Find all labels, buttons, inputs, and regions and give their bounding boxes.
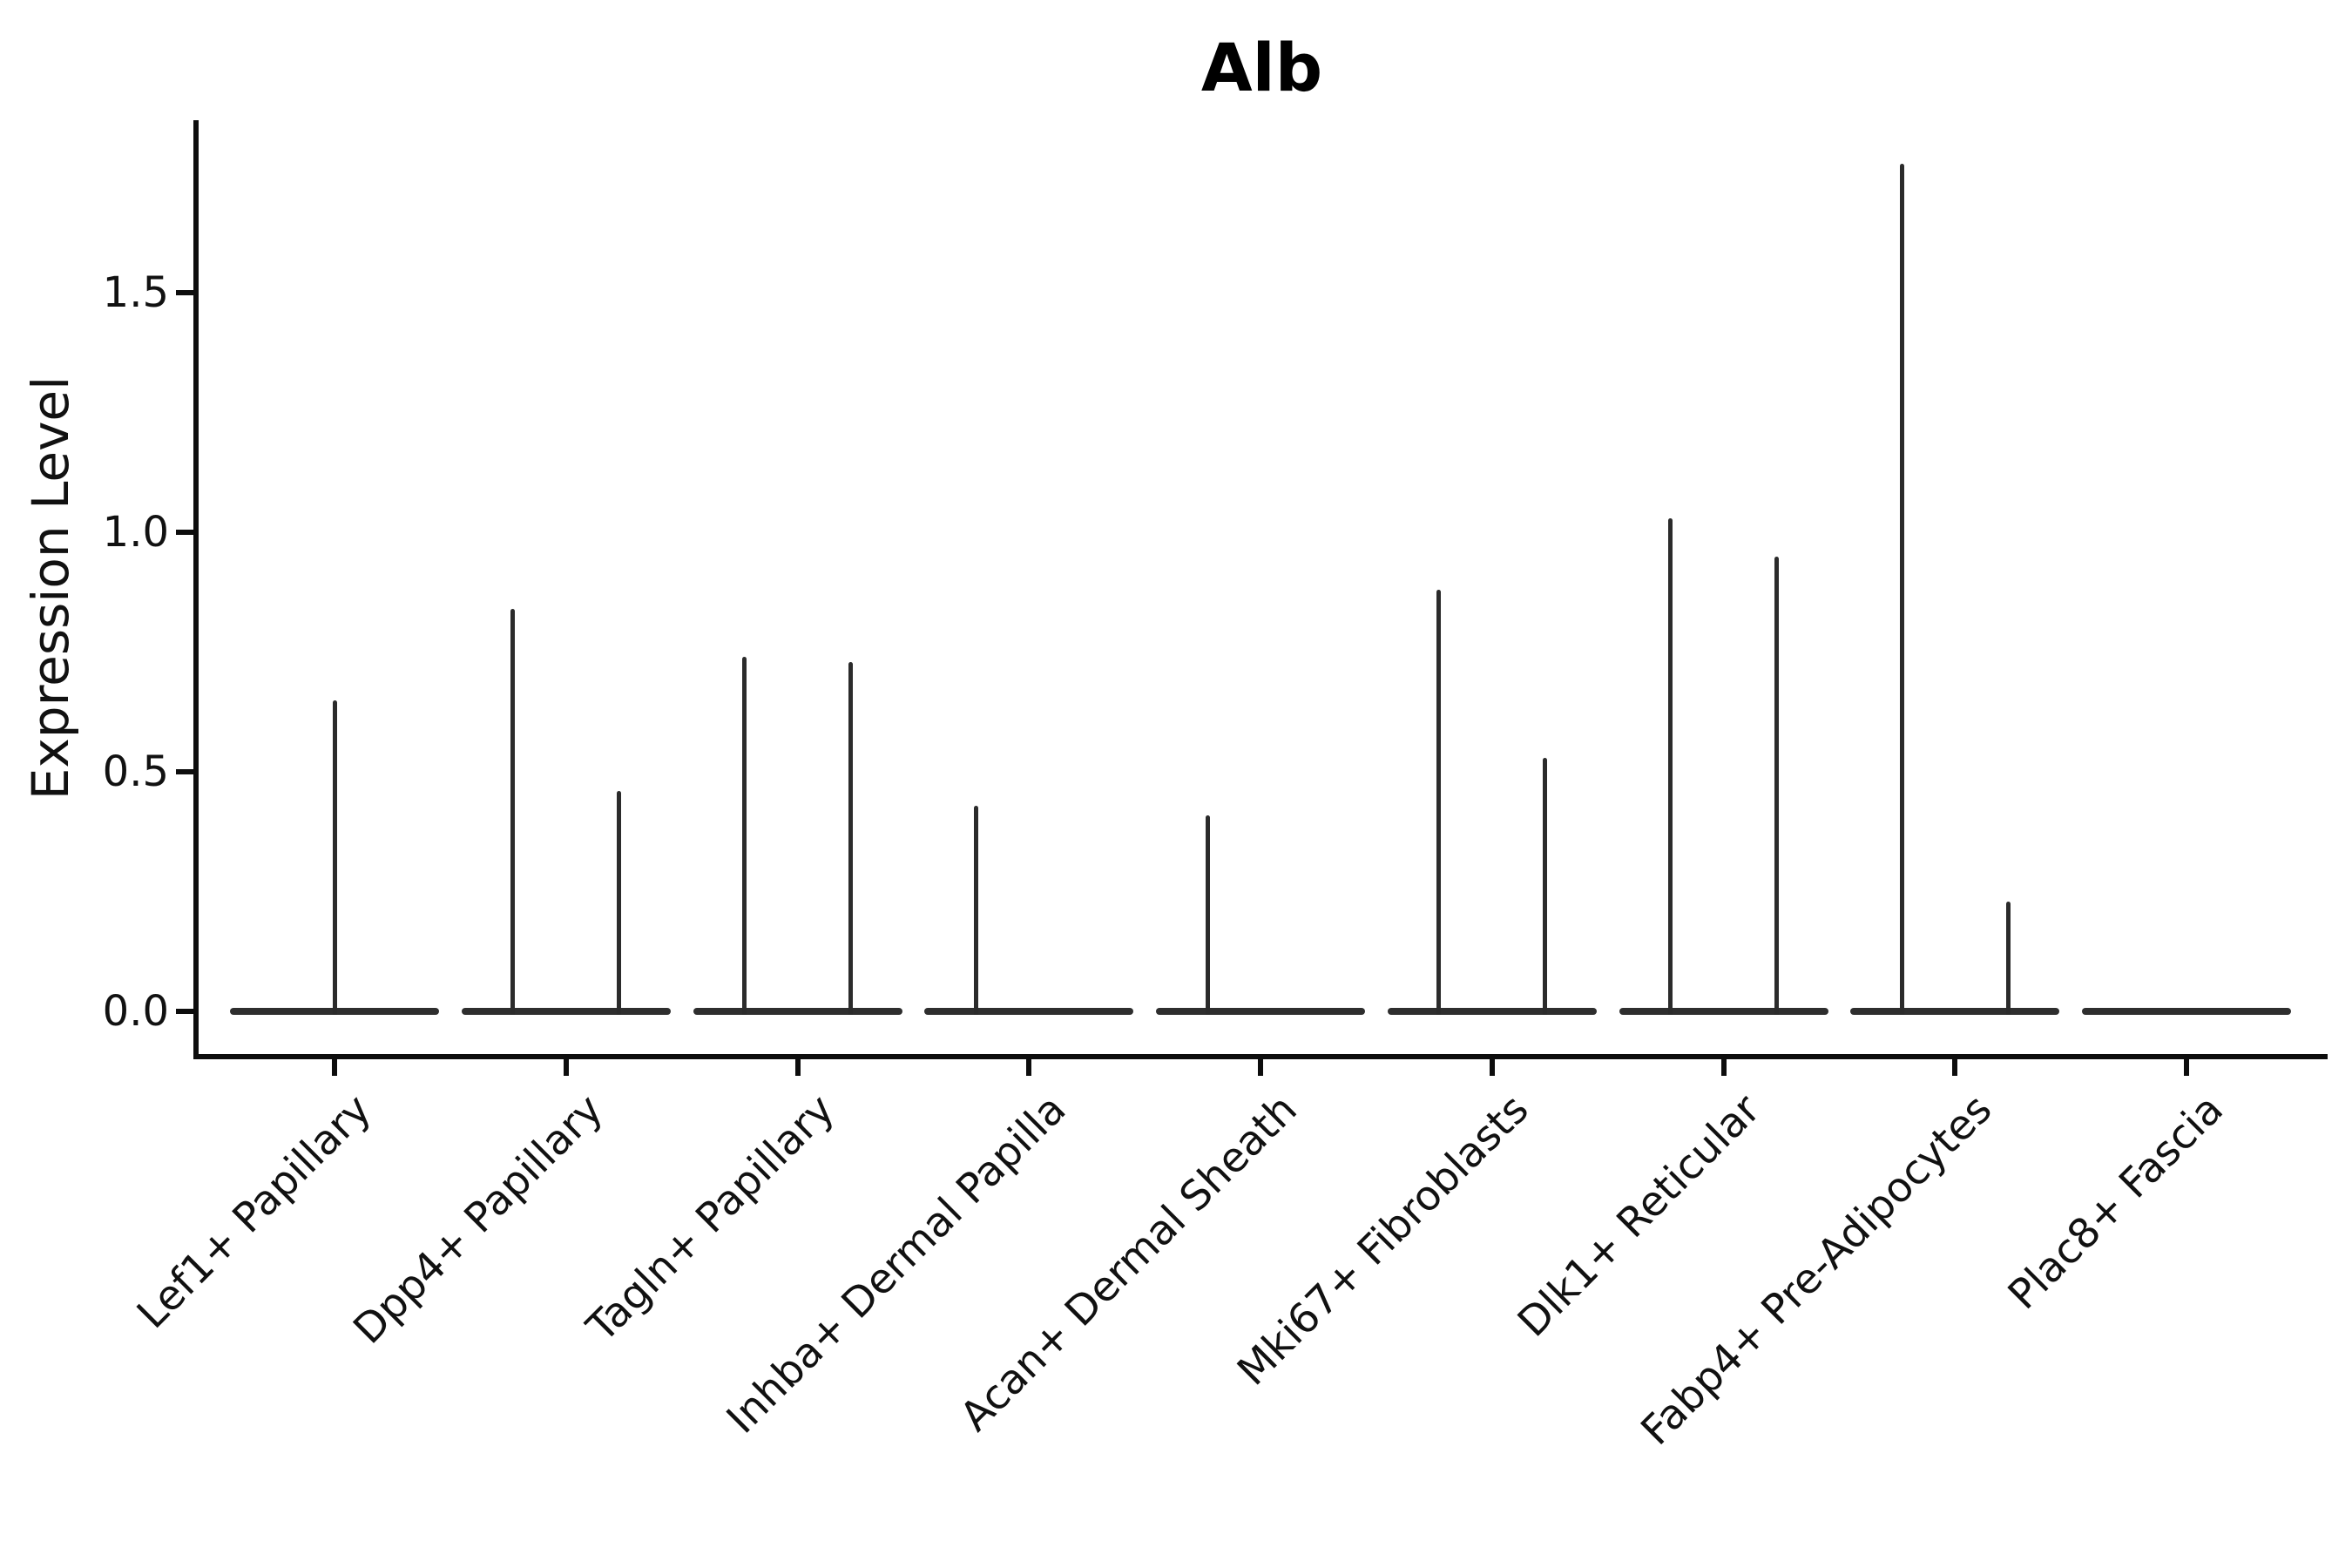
violin-spike xyxy=(1668,517,1673,1015)
violin-spike xyxy=(1774,556,1779,1015)
x-tick-mark xyxy=(2184,1059,2189,1076)
violin-spike xyxy=(510,609,516,1015)
x-tick-mark xyxy=(563,1059,569,1076)
x-tick-mark xyxy=(1258,1059,1263,1076)
x-tick-label: Plac8+ Fascia xyxy=(1998,1085,2233,1319)
x-axis-spine xyxy=(193,1054,2328,1059)
y-axis-label: Expression Level xyxy=(21,375,80,801)
x-tick-mark xyxy=(1952,1059,1958,1076)
violin-baseline xyxy=(1156,1008,1365,1015)
violin-spike xyxy=(617,791,622,1015)
x-tick-label: Dlk1+ Reticular xyxy=(1508,1085,1770,1347)
y-tick-label: 0.0 xyxy=(102,987,169,1036)
x-tick-mark xyxy=(1026,1059,1032,1076)
violin-baseline xyxy=(461,1008,671,1015)
violin-baseline xyxy=(2082,1008,2291,1015)
y-tick-mark xyxy=(176,1009,193,1014)
violin-spike xyxy=(1899,163,1904,1015)
x-tick-mark xyxy=(1720,1059,1727,1076)
violin-spike xyxy=(973,805,978,1015)
x-tick-label: Lef1+ Papillary xyxy=(127,1085,381,1338)
y-tick-label: 0.5 xyxy=(102,747,169,796)
y-tick-mark xyxy=(176,769,193,774)
x-tick-mark xyxy=(794,1059,801,1076)
violin-spike xyxy=(848,661,853,1015)
violin-baseline xyxy=(1619,1008,1828,1015)
y-tick-label: 1.5 xyxy=(102,268,169,317)
violin-spike xyxy=(332,700,337,1015)
x-tick-label: Dpp4+ Papillary xyxy=(344,1085,612,1354)
chart-title: Alb xyxy=(1200,29,1323,106)
violin-baseline xyxy=(693,1008,902,1015)
x-tick-mark xyxy=(1489,1059,1495,1076)
violin-spike xyxy=(1205,814,1210,1015)
y-axis-spine xyxy=(193,120,199,1059)
x-tick-mark xyxy=(332,1059,337,1076)
violin-spike xyxy=(742,657,747,1015)
y-tick-mark xyxy=(176,530,193,535)
violin-baseline xyxy=(1387,1008,1597,1015)
y-tick-label: 1.0 xyxy=(102,508,169,557)
violin-spike xyxy=(2005,901,2011,1015)
violin-spike xyxy=(1543,757,1548,1015)
violin-baseline xyxy=(1850,1008,2060,1015)
x-tick-label: Tagln+ Papillary xyxy=(578,1085,844,1352)
violin-spike xyxy=(1436,590,1442,1015)
violin-baseline xyxy=(924,1008,1134,1015)
y-tick-mark xyxy=(176,290,193,295)
